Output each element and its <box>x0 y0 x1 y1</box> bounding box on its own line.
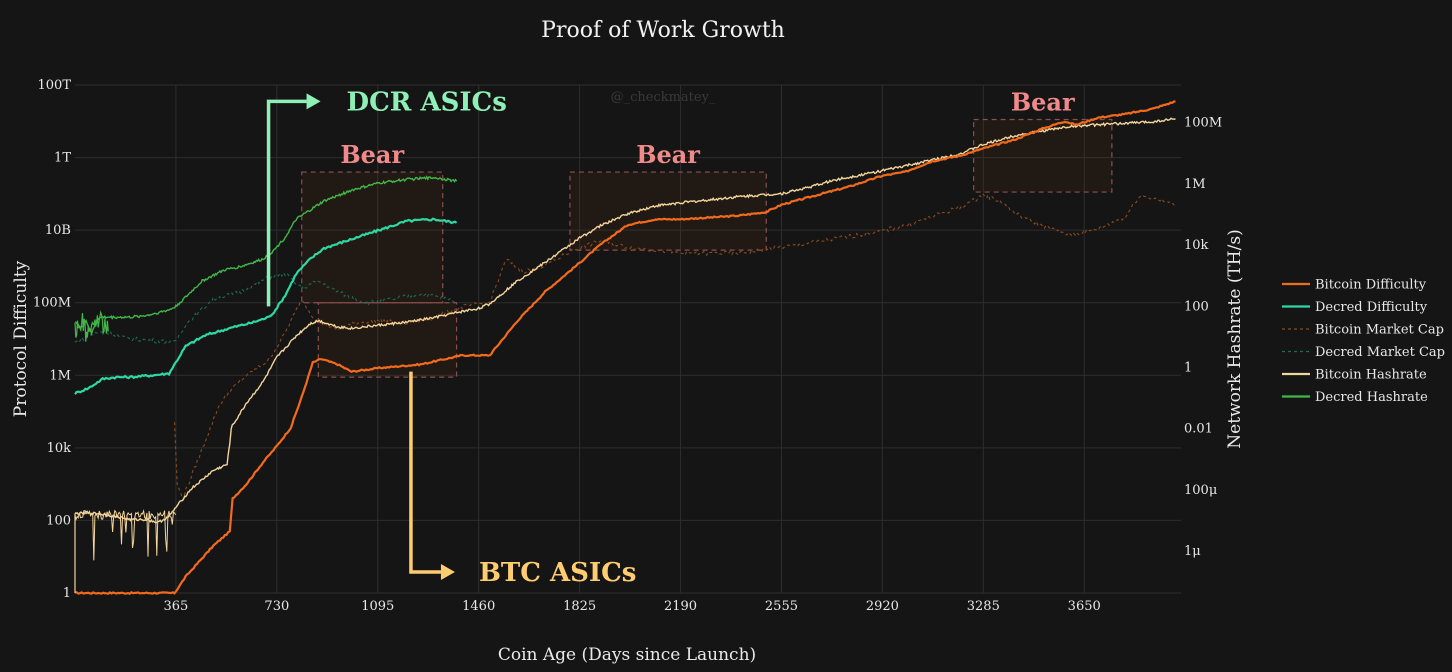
x-axis-ticks: 365 730 1095 1460 1825 2190 2555 2920 3285 3650 <box>164 599 1101 614</box>
dcr-asics-arrow <box>266 99 307 307</box>
legend: Bitcoin Difficulty Decred Difficulty Bitco… <box>1282 278 1445 405</box>
y-right-tick-label: 1μ <box>1184 544 1201 559</box>
x-tick-label: 1460 <box>462 599 495 614</box>
x-tick-label: 1825 <box>563 599 596 614</box>
legend-entry: Bitcoin Market Cap <box>1315 323 1444 338</box>
y-right-tick-label: 100 <box>1184 299 1209 314</box>
series-layer <box>74 100 1176 595</box>
y-left-tick-label: 10B <box>45 223 71 238</box>
y-right-tick-label: 10k <box>1184 238 1209 253</box>
dcr-asics-arrowhead <box>306 93 321 110</box>
bear-region-box <box>317 302 458 378</box>
x-tick-label: 2190 <box>664 599 697 614</box>
x-axis-label: Coin Age (Days since Launch) <box>498 645 756 665</box>
btc-asics-arrowhead <box>440 563 455 580</box>
y-right-tick-label: 100μ <box>1184 483 1217 498</box>
y-left-tick-label: 100M <box>33 296 71 311</box>
y-right-tick-label: 1 <box>1184 361 1192 376</box>
bear-region-label: Bear <box>340 140 404 169</box>
x-tick-label: 2920 <box>866 599 899 614</box>
bear-region-label: Bear <box>636 140 700 169</box>
series-line-bitcoin-difficulty <box>75 100 1176 595</box>
x-tick-label: 2555 <box>765 599 798 614</box>
bear-region-label: Bear <box>1011 87 1075 116</box>
y-left-tick-label: 1M <box>49 368 71 383</box>
y-left-axis-ticks: 1 100 10k 1M 100M 10B 1T 100T <box>33 78 71 601</box>
y-left-tick-label: 100T <box>38 78 72 93</box>
btc-asics-arrow <box>409 371 441 574</box>
y-left-tick-label: 100 <box>46 513 71 528</box>
legend-entry: Decred Difficulty <box>1315 300 1428 315</box>
y-right-tick-label: 0.01 <box>1184 422 1213 437</box>
x-tick-label: 730 <box>264 599 289 614</box>
series-line-decred-hashrate <box>74 175 458 337</box>
series-line-decred-hashrate-early <box>74 310 109 342</box>
dcr-asics-label: DCR ASICs <box>347 87 507 117</box>
chart-title: Proof of Work Growth <box>541 18 785 43</box>
x-tick-label: 3650 <box>1068 599 1101 614</box>
y-left-axis-label: Protocol Difficulty <box>11 260 31 417</box>
series-line-bitcoin-hashrate-early <box>74 509 177 561</box>
y-right-tick-label: 1M <box>1184 177 1206 192</box>
bear-regions: Bear Bear Bear <box>301 87 1113 378</box>
asic-annotations: DCR ASICs BTC ASICs <box>266 87 637 588</box>
series-line-decred-market-cap <box>74 271 457 345</box>
y-right-axis-label: Network Hashrate (TH/s) <box>1225 229 1245 448</box>
series-line-decred-difficulty <box>74 217 458 395</box>
legend-entry: Decred Hashrate <box>1315 390 1428 405</box>
x-tick-label: 365 <box>164 599 189 614</box>
bear-region-box <box>973 118 1113 193</box>
y-right-axis-ticks: 1μ 100μ 0.01 1 100 10k 1M 100M <box>1184 116 1222 559</box>
y-left-tick-label: 1 <box>63 586 71 601</box>
bear-region-box <box>569 171 767 251</box>
legend-entry: Bitcoin Hashrate <box>1315 368 1427 383</box>
y-right-tick-label: 100M <box>1184 116 1222 131</box>
watermark: @_checkmatey_ <box>611 90 716 105</box>
series-line-bitcoin-hashrate <box>74 117 1176 524</box>
y-left-tick-label: 1T <box>54 151 71 166</box>
x-tick-label: 1095 <box>361 599 394 614</box>
x-tick-label: 3285 <box>967 599 1000 614</box>
btc-asics-label: BTC ASICs <box>479 558 637 588</box>
legend-entry: Decred Market Cap <box>1315 345 1445 360</box>
y-left-tick-label: 10k <box>47 441 72 456</box>
bear-region-box <box>301 171 444 304</box>
legend-entry: Bitcoin Difficulty <box>1315 278 1427 293</box>
